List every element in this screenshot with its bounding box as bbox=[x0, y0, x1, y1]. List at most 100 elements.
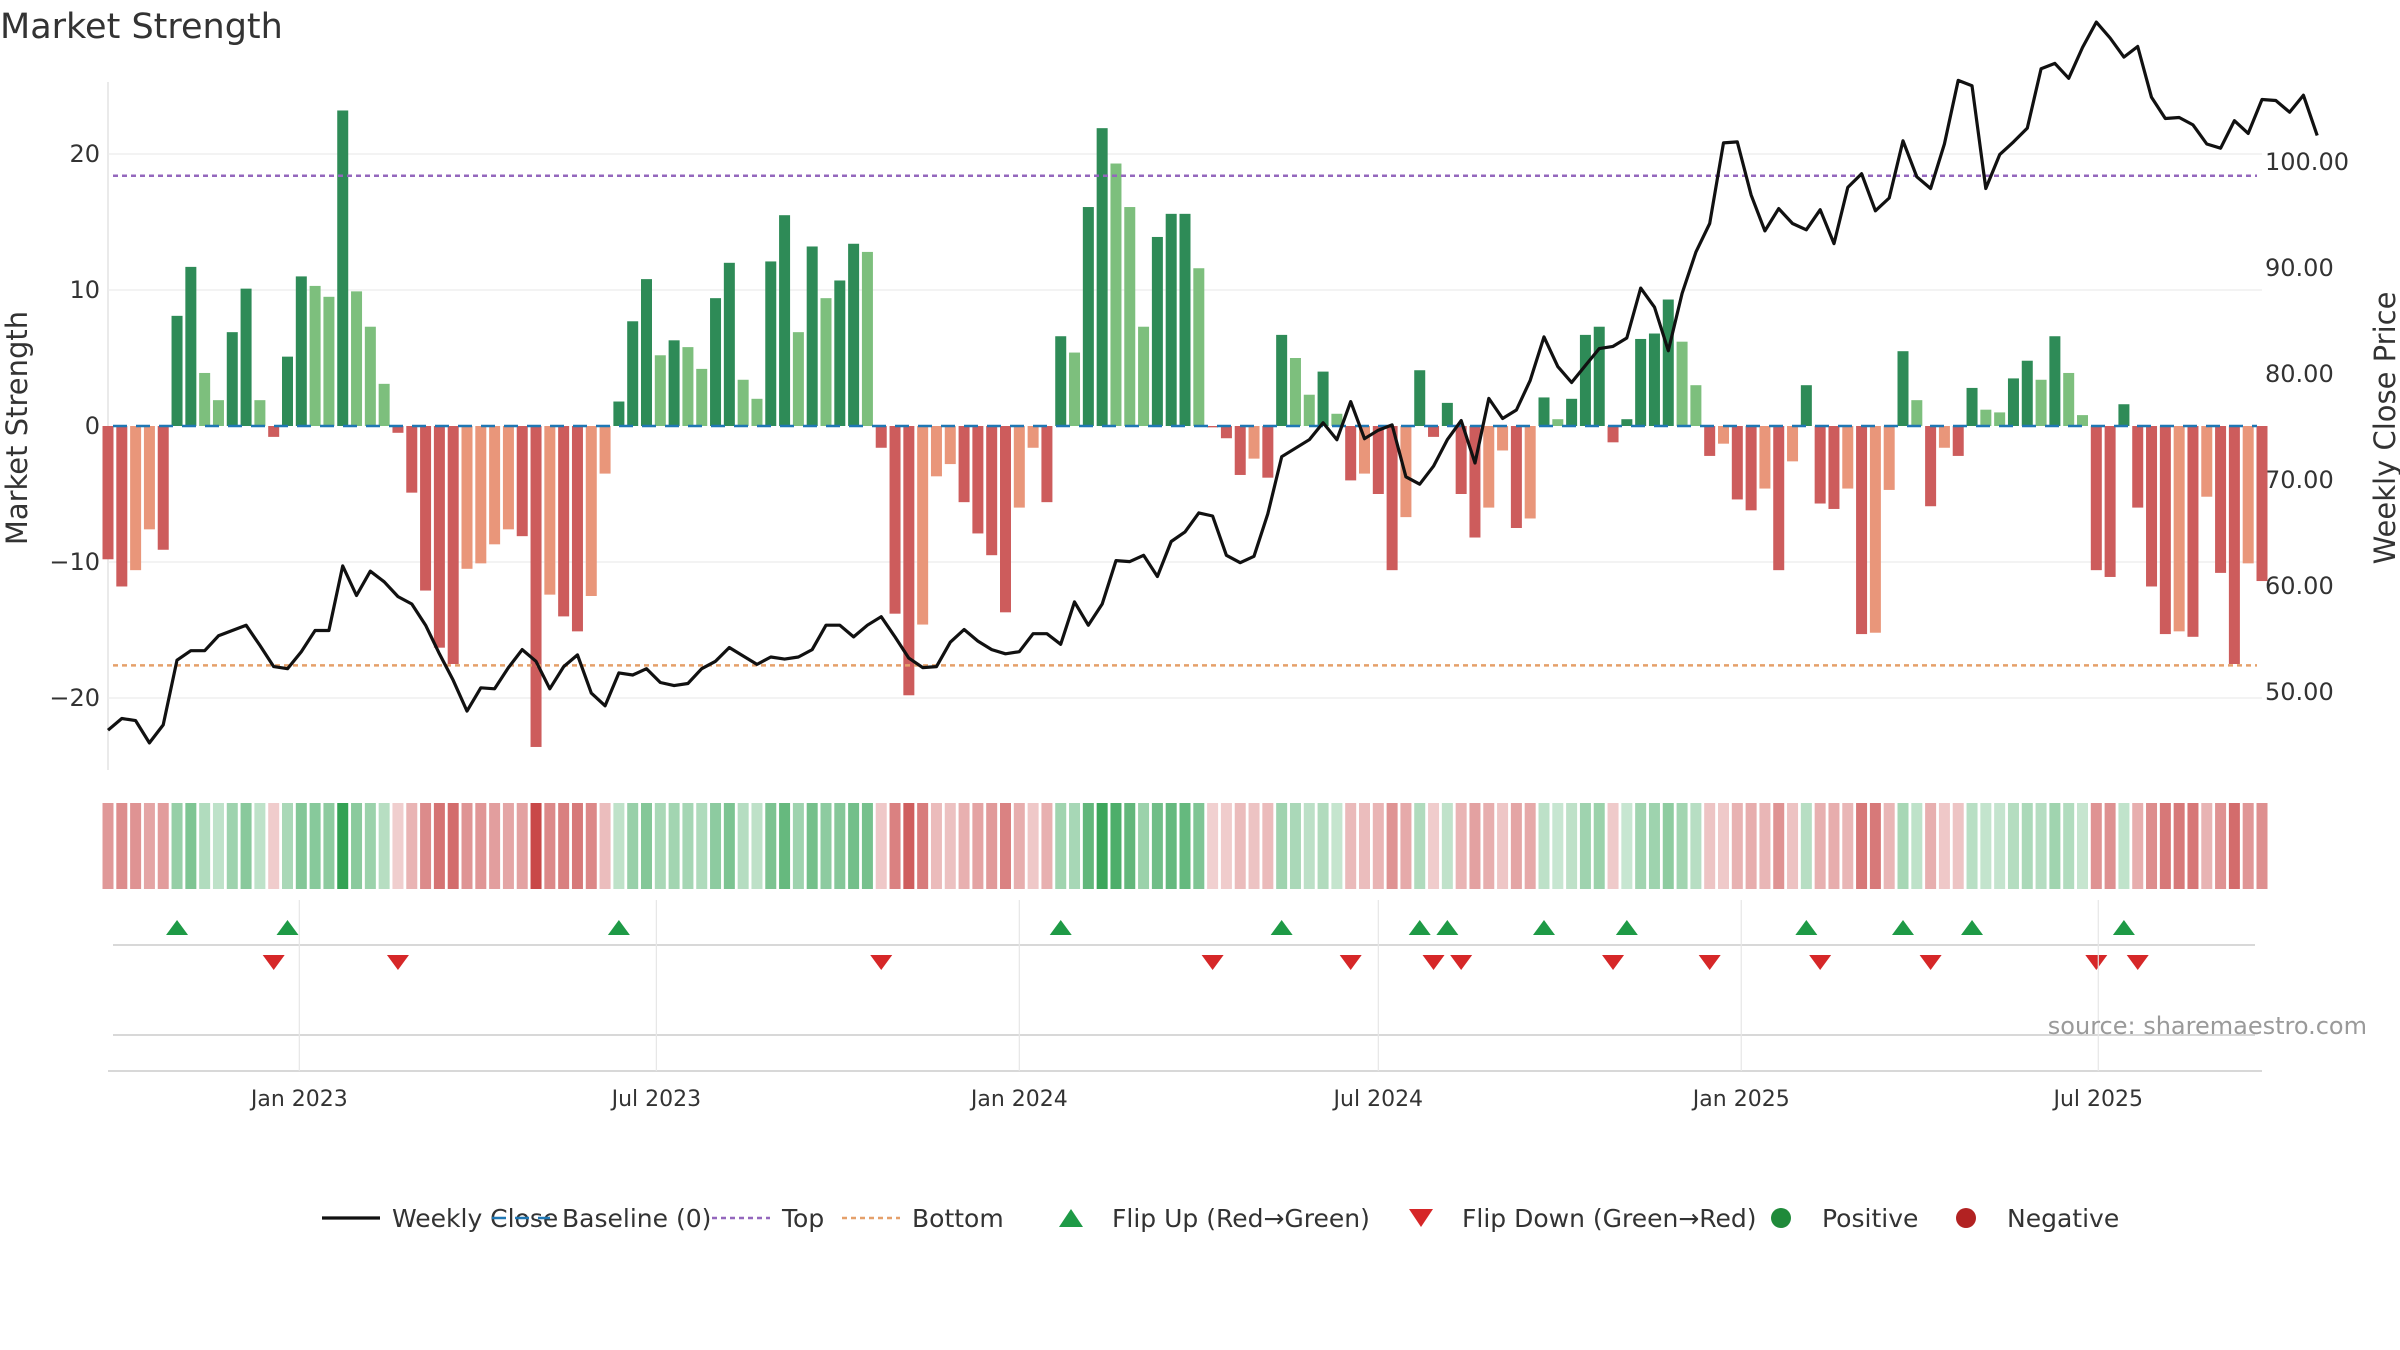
left-y-tick-label: 0 bbox=[85, 412, 100, 440]
strength-bar bbox=[1787, 426, 1799, 462]
heat-strip-cell bbox=[1635, 803, 1647, 889]
strength-bar bbox=[1386, 426, 1398, 571]
heat-strip-cell bbox=[1648, 803, 1660, 889]
flip-up-marker bbox=[607, 920, 630, 935]
strength-bar bbox=[875, 426, 887, 448]
flip-down-marker bbox=[870, 955, 893, 970]
heat-strip-cell bbox=[585, 803, 597, 889]
strength-bar bbox=[2228, 426, 2240, 664]
flip-up-marker bbox=[276, 920, 299, 935]
strength-bar bbox=[102, 426, 114, 560]
heat-strip-cell bbox=[1731, 803, 1743, 889]
heat-strip-cell bbox=[599, 803, 611, 889]
flip-up-marker bbox=[1408, 920, 1431, 935]
heat-strip-cell bbox=[516, 803, 528, 889]
heat-strip-cell bbox=[641, 803, 652, 889]
strength-bar bbox=[2242, 426, 2254, 564]
heat-strip-cell bbox=[958, 803, 970, 889]
heat-strip-cell bbox=[1483, 803, 1495, 889]
heat-strip-cell bbox=[1911, 803, 1923, 889]
heat-strip-cell bbox=[143, 803, 155, 889]
heat-strip-cell bbox=[1207, 803, 1219, 889]
heat-strip-cell bbox=[2049, 803, 2061, 889]
heat-strip-cell bbox=[1787, 803, 1799, 889]
heat-strip-cell bbox=[282, 803, 293, 889]
legend-label: Negative bbox=[2007, 1204, 2119, 1233]
strength-bar bbox=[130, 426, 142, 571]
strength-bar bbox=[585, 426, 597, 596]
strength-bar bbox=[2090, 426, 2102, 571]
strength-bar bbox=[1593, 326, 1605, 426]
flip-down-marker bbox=[386, 955, 409, 970]
heat-strip-cell bbox=[1662, 803, 1674, 889]
strength-bar bbox=[1952, 426, 1964, 456]
heat-strip-cell bbox=[682, 803, 694, 889]
strength-bar bbox=[2007, 378, 2019, 426]
strength-bar bbox=[696, 368, 708, 426]
strength-bar bbox=[171, 315, 183, 426]
heat-strip-cell bbox=[1718, 803, 1729, 889]
x-tick-label: Jan 2024 bbox=[969, 1087, 1068, 1112]
heat-strip-cell bbox=[2132, 803, 2144, 889]
heat-strip-cell bbox=[1096, 803, 1108, 889]
heat-strip-cell bbox=[1082, 803, 1094, 889]
heat-strip-cell bbox=[1069, 803, 1081, 889]
strength-bar bbox=[116, 426, 128, 587]
heat-strip-cell bbox=[1524, 803, 1536, 889]
heat-strip-cell bbox=[2215, 803, 2227, 889]
strength-bar bbox=[2021, 360, 2033, 426]
strength-bar bbox=[1510, 426, 1522, 528]
heat-strip-cell bbox=[1469, 803, 1481, 889]
strength-bar bbox=[157, 426, 169, 550]
x-tick-label: Jan 2023 bbox=[249, 1087, 348, 1112]
legend-item: Flip Up (Red→Green) bbox=[1059, 1204, 1370, 1233]
heat-strip-cell bbox=[1055, 803, 1067, 889]
heat-strip-cell bbox=[406, 803, 418, 889]
heat-strip-cell bbox=[1386, 803, 1398, 889]
heat-strip-cell bbox=[751, 803, 763, 889]
heat-strip-cell bbox=[1607, 803, 1619, 889]
flip-down-marker bbox=[1201, 955, 1224, 970]
heat-strip-cell bbox=[1994, 803, 2006, 889]
heat-strip-cell bbox=[530, 803, 542, 889]
heat-strip-cell bbox=[295, 803, 307, 889]
strength-bar bbox=[848, 243, 860, 426]
heat-strip-cell bbox=[668, 803, 680, 889]
strength-bar bbox=[613, 401, 625, 426]
strength-bar bbox=[1621, 419, 1633, 426]
heat-strip-cell bbox=[102, 803, 114, 889]
heat-strip-cell bbox=[268, 803, 280, 889]
bottom-panel: Jan 2023 Jul 2023 Jan 2024 Jul 2024 Jan 2025… bbox=[108, 900, 2262, 1112]
strength-bar bbox=[1151, 236, 1163, 426]
heat-strip-cell bbox=[1455, 803, 1467, 889]
heat-strip-cell bbox=[861, 803, 873, 889]
heat-strip-cell bbox=[1414, 803, 1426, 889]
strength-bar bbox=[475, 426, 487, 564]
strength-bar bbox=[1497, 426, 1509, 451]
heat-strip-cell bbox=[157, 803, 169, 889]
strength-bar bbox=[1980, 409, 1992, 426]
heat-strip-cell bbox=[2035, 803, 2047, 889]
flip-up-marker bbox=[1892, 920, 1914, 935]
heat-strip-cell bbox=[2118, 803, 2130, 889]
heat-strip-cell bbox=[820, 803, 832, 889]
heat-strip-cell bbox=[1441, 803, 1453, 889]
heat-strip-cell bbox=[433, 803, 445, 889]
strength-bar bbox=[268, 426, 280, 437]
heat-strip-cell bbox=[2173, 803, 2185, 889]
heat-strip-cell bbox=[461, 803, 473, 889]
heat-strip-cell bbox=[2159, 803, 2171, 889]
heat-strip-cell bbox=[2256, 803, 2268, 889]
heat-strip-cell bbox=[226, 803, 238, 889]
heat-strip-cell bbox=[475, 803, 487, 889]
heat-strip-cell bbox=[1400, 803, 1412, 889]
heat-strip-cell bbox=[2201, 803, 2213, 889]
strength-bar bbox=[1096, 128, 1108, 426]
heat-strip-cell bbox=[1883, 803, 1895, 889]
flip-down-marker bbox=[262, 955, 285, 970]
flip-down-marker bbox=[1602, 955, 1625, 970]
heat-strip-cell bbox=[1027, 803, 1039, 889]
strength-bar bbox=[1359, 426, 1370, 474]
heat-strip-cell bbox=[1289, 803, 1301, 889]
heat-strip-cell bbox=[1165, 803, 1177, 889]
